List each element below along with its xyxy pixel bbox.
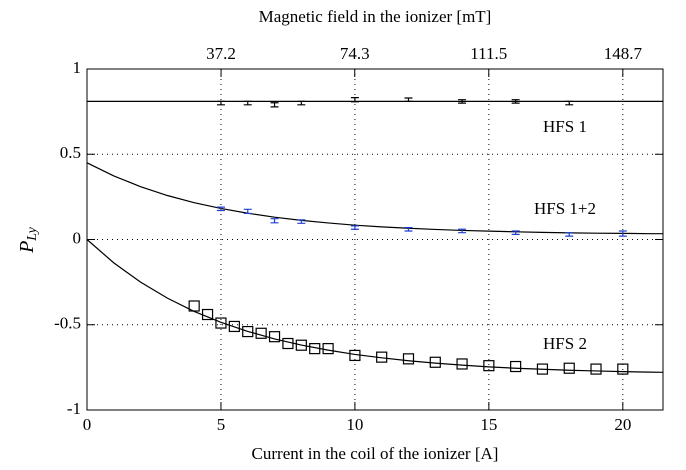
error-bar — [350, 225, 359, 230]
error-bar — [565, 100, 574, 106]
error-bar — [297, 100, 306, 106]
point — [255, 327, 267, 339]
x-tick-label: 0 — [83, 415, 92, 434]
point — [376, 351, 388, 363]
error-bar — [297, 219, 306, 224]
x2-tick-label: 148.7 — [604, 44, 643, 63]
error-bar — [350, 97, 359, 103]
point — [349, 349, 361, 362]
y-axis-title: PLy — [16, 226, 41, 254]
error-bar — [618, 230, 627, 237]
point — [510, 360, 522, 373]
point — [402, 353, 415, 365]
x2-tick-label: 74.3 — [340, 44, 370, 63]
error-bar — [565, 232, 574, 237]
point — [617, 363, 629, 375]
point — [188, 300, 200, 312]
x2-tick-label: 37.2 — [206, 44, 236, 63]
error-bar — [458, 99, 467, 104]
point — [456, 358, 468, 370]
error-bar — [216, 100, 225, 106]
point — [536, 363, 549, 375]
error-bar — [243, 208, 252, 215]
error-bar — [404, 226, 413, 232]
x-tick-label: 20 — [614, 415, 631, 434]
point — [268, 331, 281, 343]
x-tick-label: 10 — [346, 415, 363, 434]
error-bar — [511, 99, 520, 104]
y-tick-label: 0.5 — [60, 143, 81, 162]
x2-axis-title: Magnetic field in the ionizer [mT] — [259, 7, 492, 26]
error-bar — [243, 100, 252, 106]
point — [295, 339, 307, 351]
y-axis-title-sub: Ly — [25, 226, 40, 241]
error-bar — [458, 228, 467, 234]
fit-curve — [86, 239, 664, 373]
y-tick-label: -1 — [67, 399, 81, 418]
y-tick-label: -0.5 — [54, 314, 81, 333]
point — [429, 356, 441, 368]
x-tick-label: 15 — [480, 415, 497, 434]
y-tick-label: 1 — [73, 58, 82, 77]
point — [483, 360, 495, 372]
point — [228, 320, 240, 333]
y-axis-title-main: P — [16, 241, 38, 254]
y-tick-label: 0 — [73, 228, 82, 247]
point — [201, 308, 214, 321]
point — [322, 343, 334, 355]
error-bar — [511, 230, 520, 235]
point — [242, 325, 254, 338]
x-tick-label: 5 — [217, 415, 226, 434]
series-label: HFS 1 — [543, 117, 587, 136]
fit-curve — [86, 162, 663, 235]
point — [590, 363, 602, 375]
error-bar — [216, 206, 225, 212]
x-axis-title: Current in the coil of the ionizer [A] — [252, 444, 499, 463]
point — [282, 337, 294, 350]
point — [563, 362, 575, 374]
series-label: HFS 2 — [543, 334, 587, 353]
point — [215, 317, 227, 329]
x2-tick-label: 111.5 — [470, 44, 507, 63]
series-label: HFS 1+2 — [534, 199, 596, 218]
error-bar — [270, 102, 279, 108]
error-bar — [404, 97, 413, 102]
point — [309, 343, 321, 355]
error-bar — [270, 218, 279, 224]
